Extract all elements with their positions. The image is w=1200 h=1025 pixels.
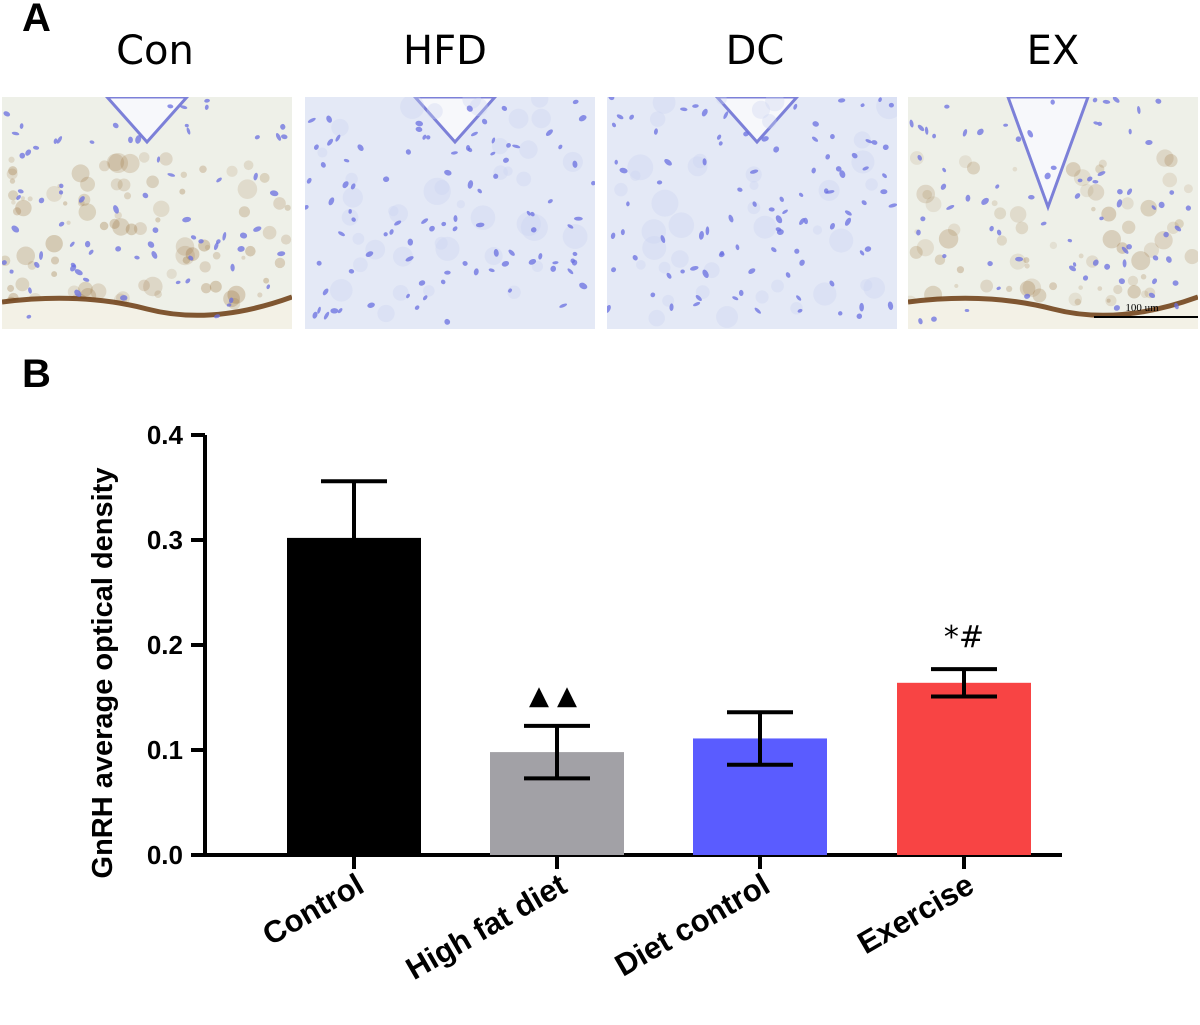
scale-bar-label: 100 um [1125, 302, 1159, 314]
micrograph-title-hfd: HFD [403, 28, 487, 74]
category-label-diet-control: Diet control [609, 867, 776, 983]
bar-chart: 0.0 0.1 0.2 0.3 0.4 GnRH average optical dens… [87, 420, 1062, 987]
micrograph-ex [908, 97, 1198, 329]
y-tick-label: 0.1 [147, 735, 183, 765]
y-tick-label: 0.0 [147, 840, 183, 870]
micrograph-hfd-image [305, 97, 595, 329]
category-label-control: Control [257, 867, 370, 952]
y-tick-label: 0.3 [147, 525, 183, 555]
significance-marker-exercise: *# [944, 620, 984, 655]
category-label-exercise: Exercise [852, 867, 980, 961]
micrograph-dc-image [607, 97, 897, 329]
y-tick-label: 0.4 [147, 420, 184, 450]
micrograph-title-dc: DC [725, 28, 785, 74]
significance-marker-high-fat-diet: ▲▲ [529, 681, 585, 711]
scale-bar [1094, 316, 1198, 318]
micrograph-title-con: Con [116, 28, 194, 74]
y-axis-title: GnRH average optical density [87, 468, 119, 879]
category-label-high-fat-diet: High fat diet [400, 867, 573, 987]
micrograph-hfd [305, 97, 595, 329]
micrograph-dc [607, 97, 897, 329]
micrograph-ex-image [908, 97, 1198, 329]
micrograph-con [2, 97, 292, 329]
panel-a-label: A [22, 0, 51, 40]
bar-exercise [897, 682, 1031, 855]
micrograph-title-ex: EX [1026, 28, 1080, 74]
y-tick-label: 0.2 [147, 630, 183, 660]
micrograph-con-image [2, 97, 292, 329]
panel-b-label: B [22, 352, 51, 396]
